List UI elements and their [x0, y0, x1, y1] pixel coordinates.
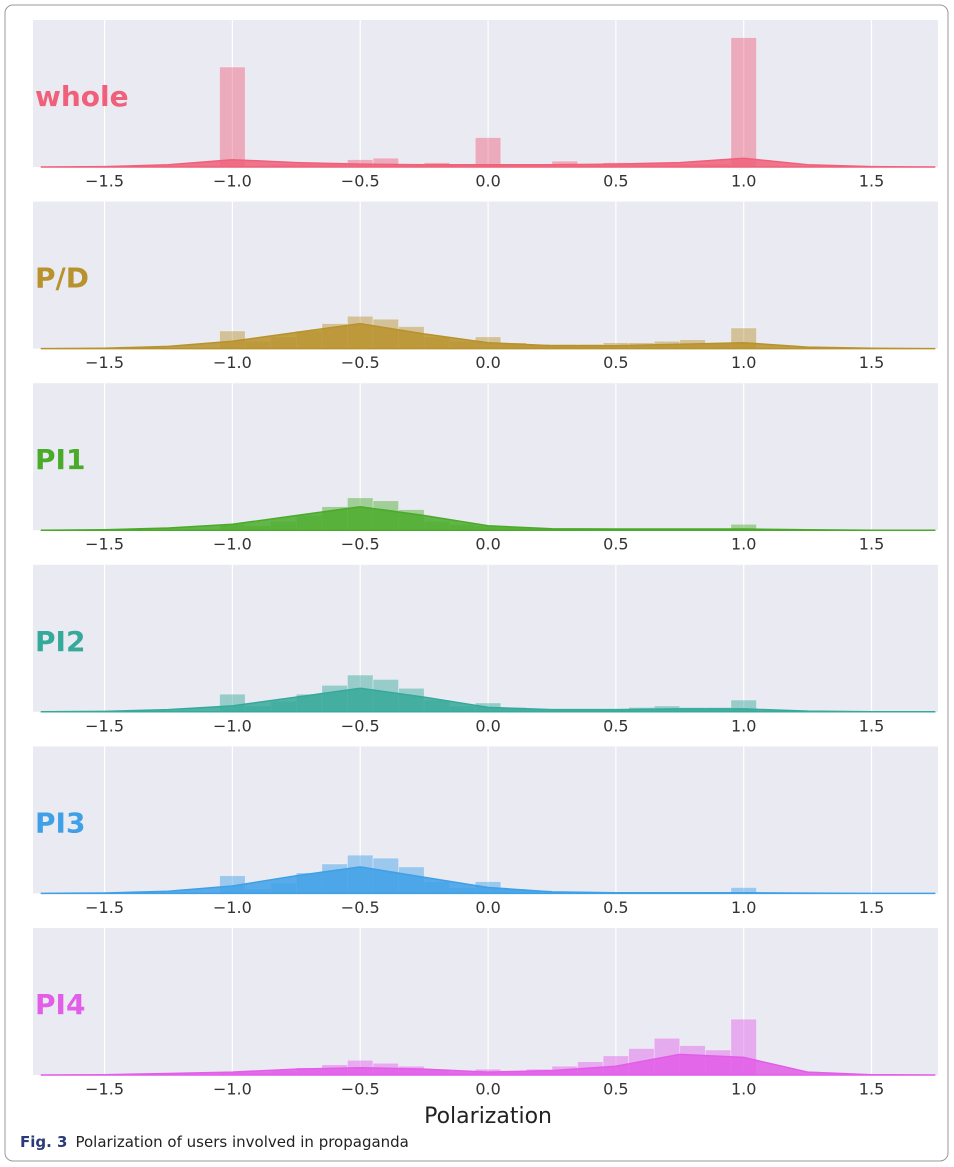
kde-area — [40, 505, 936, 531]
x-tick-label: 0.0 — [475, 535, 500, 554]
histogram-bar — [219, 66, 246, 168]
x-tick-label: −1.5 — [85, 716, 124, 735]
x-tick-label: 1.5 — [859, 898, 884, 917]
plot-area — [33, 383, 938, 531]
x-tick-label: −1.5 — [85, 1080, 124, 1099]
panel-label: P/D — [35, 262, 89, 295]
x-tick-label: 1.0 — [731, 353, 756, 372]
x-tick-label: 0.5 — [603, 535, 628, 554]
x-tick-label: 0.5 — [603, 1080, 628, 1099]
kde-area — [40, 1053, 936, 1076]
panel-label: PI3 — [35, 806, 85, 839]
plot-area — [33, 928, 938, 1075]
x-tick-label: −0.5 — [341, 1080, 380, 1099]
x-tick-label: 1.0 — [731, 1080, 756, 1099]
x-tick-label: −1.5 — [85, 353, 124, 372]
panel-label: PI2 — [35, 625, 85, 658]
x-tick-label: 0.5 — [603, 716, 628, 735]
x-tick-label: −1.0 — [213, 898, 252, 917]
x-tick-label: −1.5 — [85, 535, 124, 554]
caption: Fig. 3 Polarization of users involved in … — [20, 1133, 409, 1151]
x-tick-label: 0.0 — [475, 716, 500, 735]
x-tick-label: −0.5 — [341, 716, 380, 735]
kde-area — [40, 322, 936, 350]
x-tick-label: −1.0 — [213, 535, 252, 554]
x-tick-label: −1.0 — [213, 172, 252, 191]
x-axis-label: Polarization — [424, 1104, 552, 1129]
x-tick-label: 1.0 — [731, 716, 756, 735]
x-tick-label: 1.5 — [859, 716, 884, 735]
x-tick-label: −0.5 — [341, 535, 380, 554]
x-tick-label: 1.5 — [859, 353, 884, 372]
x-tick-label: 0.0 — [475, 1080, 500, 1099]
x-tick-label: −0.5 — [341, 353, 380, 372]
x-tick-label: −0.5 — [341, 898, 380, 917]
x-tick-label: 1.0 — [731, 535, 756, 554]
x-tick-label: 1.5 — [859, 535, 884, 554]
histogram-bar — [730, 37, 757, 168]
caption-text: Polarization of users involved in propag… — [75, 1133, 408, 1151]
x-tick-label: −1.5 — [85, 172, 124, 191]
plot-area — [33, 201, 938, 349]
caption-label: Fig. 3 — [20, 1133, 67, 1151]
x-tick-label: 0.5 — [603, 898, 628, 917]
kde-area — [40, 866, 936, 895]
x-tick-label: 0.0 — [475, 353, 500, 372]
x-tick-label: −0.5 — [341, 172, 380, 191]
plot-area — [33, 20, 938, 167]
x-tick-label: 0.5 — [603, 172, 628, 191]
histogram-bar — [474, 137, 502, 168]
x-tick-label: 1.0 — [731, 172, 756, 191]
x-tick-label: −1.0 — [213, 353, 252, 372]
plot-area — [33, 746, 938, 894]
x-tick-label: 1.5 — [859, 1080, 884, 1099]
x-tick-label: 1.0 — [731, 898, 756, 917]
x-tick-label: −1.0 — [213, 716, 252, 735]
x-tick-label: 0.0 — [475, 898, 500, 917]
panel-label: PI1 — [35, 443, 85, 476]
panel-label: whole — [35, 80, 129, 113]
x-tick-label: −1.5 — [85, 898, 124, 917]
x-tick-label: −1.0 — [213, 1080, 252, 1099]
x-tick-label: 1.5 — [859, 172, 884, 191]
kde-area — [40, 157, 936, 168]
panel-label: PI4 — [35, 988, 85, 1021]
plot-area — [33, 564, 938, 712]
x-tick-label: 0.0 — [475, 172, 500, 191]
x-tick-label: 0.5 — [603, 353, 628, 372]
kde-area — [40, 687, 936, 713]
